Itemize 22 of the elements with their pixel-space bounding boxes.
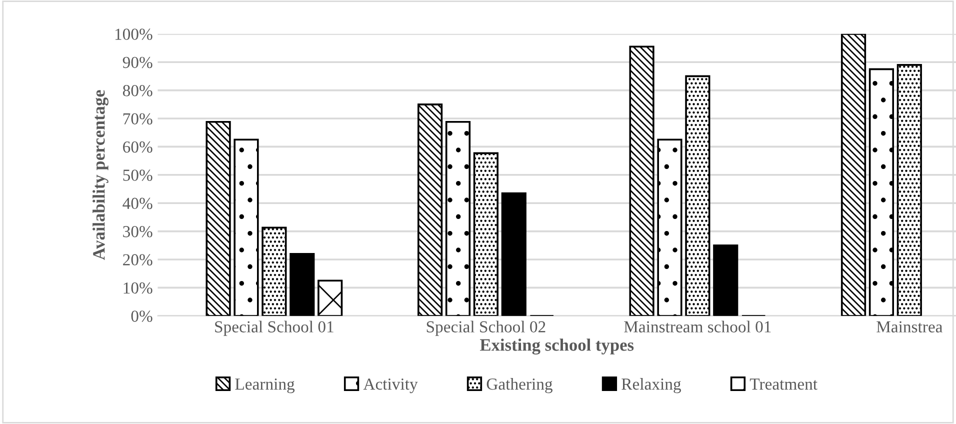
y-tick-label: 20% [123,254,152,266]
legend-label: Relaxing [622,378,681,394]
legend-label: Learning [235,378,295,394]
x-tick-label: Special School 01 [215,320,334,336]
x-tick-label: Mainstrea [876,321,943,332]
y-tick-label: 90% [122,56,152,68]
y-axis-title: Availability percentage [92,90,108,260]
legend-label: Activity [363,378,418,394]
y-tick-label: 0% [131,310,152,322]
x-tick-label: Mainstream school 01 [624,320,771,332]
legend-label: Treatment [750,378,818,390]
y-tick-label: 50% [123,170,152,181]
x-axis-title: Existing school types [480,338,634,355]
y-tick-label: 40% [122,198,152,210]
y-tick-label: 60% [123,141,152,153]
y-tick-label: 10% [124,282,152,294]
y-tick-label: 100% [115,28,152,40]
y-tick-label: 80% [122,85,152,96]
y-tick-label: 30% [123,226,152,238]
legend-label: Gathering [486,378,552,394]
x-tick-label: Special School 02 [426,320,546,336]
y-tick-label: 70% [123,113,152,125]
